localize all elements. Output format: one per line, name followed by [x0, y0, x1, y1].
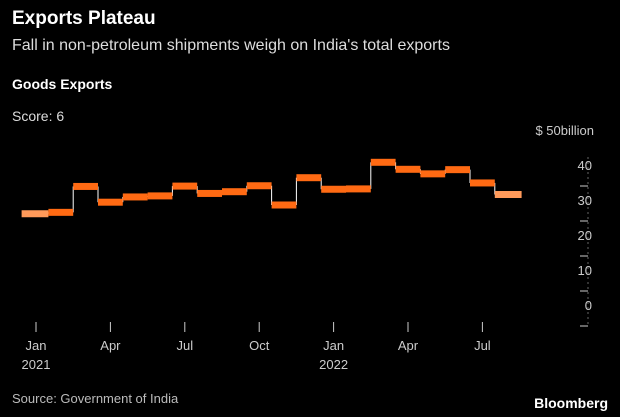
- chart-subtitle: Fall in non-petroleum shipments weigh on…: [12, 37, 450, 54]
- step-bar: [197, 189, 222, 197]
- export-chart: $ 50billion 40 30 20 10 0 Jan 2021 Apr Jul Oct Jan 2…: [21, 123, 594, 372]
- step-bar: [73, 182, 98, 190]
- step-bar: [246, 182, 272, 190]
- step-bar: [21, 210, 49, 218]
- step-bar: [147, 192, 173, 200]
- step-bar: [445, 166, 470, 174]
- step-bar: [122, 193, 148, 201]
- step-bar: [346, 185, 371, 193]
- step-bar: [271, 201, 297, 209]
- x-tick-year: 2021: [22, 357, 51, 372]
- y-tick-label: 10: [578, 263, 592, 278]
- x-tick-label: Apr: [398, 338, 419, 353]
- step-bar: [420, 170, 446, 178]
- x-tick-label: Jan: [323, 338, 344, 353]
- step-bar: [172, 182, 198, 190]
- source-note: Source: Government of India: [12, 391, 179, 406]
- bloomberg-logo: Bloomberg: [534, 395, 608, 411]
- x-tick-label: Jul: [176, 338, 193, 353]
- step-bar: [321, 185, 346, 193]
- x-tick-label: Apr: [100, 338, 121, 353]
- step-bar: [98, 198, 123, 206]
- step-bar: [296, 174, 322, 182]
- y-tick-label: 20: [578, 228, 592, 243]
- step-bar: [222, 188, 247, 196]
- step-bar: [370, 158, 396, 166]
- y-tick-label: 40: [578, 158, 592, 173]
- x-tick-label: Jan: [26, 338, 47, 353]
- chart-title: Exports Plateau: [12, 8, 156, 29]
- y-tick-label: 30: [578, 193, 592, 208]
- x-tick-label: Jul: [474, 338, 491, 353]
- y-tick-label: $ 50billion: [535, 123, 594, 138]
- step-bar: [494, 191, 522, 198]
- step-bar: [470, 179, 495, 187]
- x-tick-year: 2022: [319, 357, 348, 372]
- series-label: Goods Exports: [12, 76, 113, 92]
- x-tick-label: Oct: [249, 338, 270, 353]
- step-bar: [48, 208, 74, 216]
- y-tick-label: 0: [585, 298, 592, 313]
- step-bar: [395, 165, 421, 173]
- score-text: Score: 6: [12, 108, 65, 124]
